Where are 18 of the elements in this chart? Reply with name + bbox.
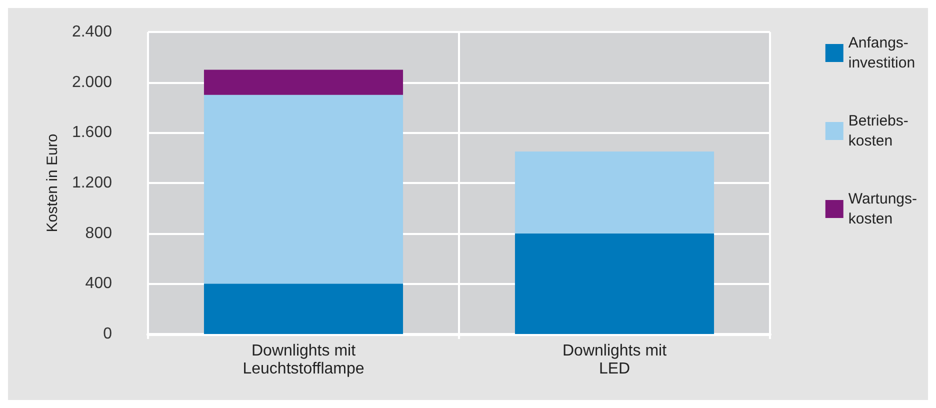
- bar: [514, 233, 714, 334]
- bar: [204, 70, 404, 95]
- y-tick-label: 2.400: [72, 24, 112, 40]
- x-tick-label: Downlights mit Leuchtstofflampe: [242, 342, 364, 378]
- y-tick-label: 1.600: [72, 124, 112, 142]
- y-tick-label: 400: [85, 275, 112, 292]
- bar: [514, 152, 714, 234]
- x-tick-label: Downlights mit LED: [562, 342, 668, 378]
- legend-label: Betriebs- kosten: [848, 112, 908, 150]
- y-tick-label: 2.000: [72, 74, 112, 91]
- bar: [204, 284, 404, 334]
- legend-label: Wartungs- kosten: [848, 190, 918, 228]
- bar: [204, 94, 404, 284]
- y-tick-label: 1.200: [72, 174, 112, 192]
- y-tick-label: 0: [103, 326, 112, 342]
- legend-label: Anfangs- investition: [848, 34, 916, 72]
- y-axis-title: Kosten in Euro: [44, 134, 61, 232]
- y-tick-label: 800: [85, 224, 112, 242]
